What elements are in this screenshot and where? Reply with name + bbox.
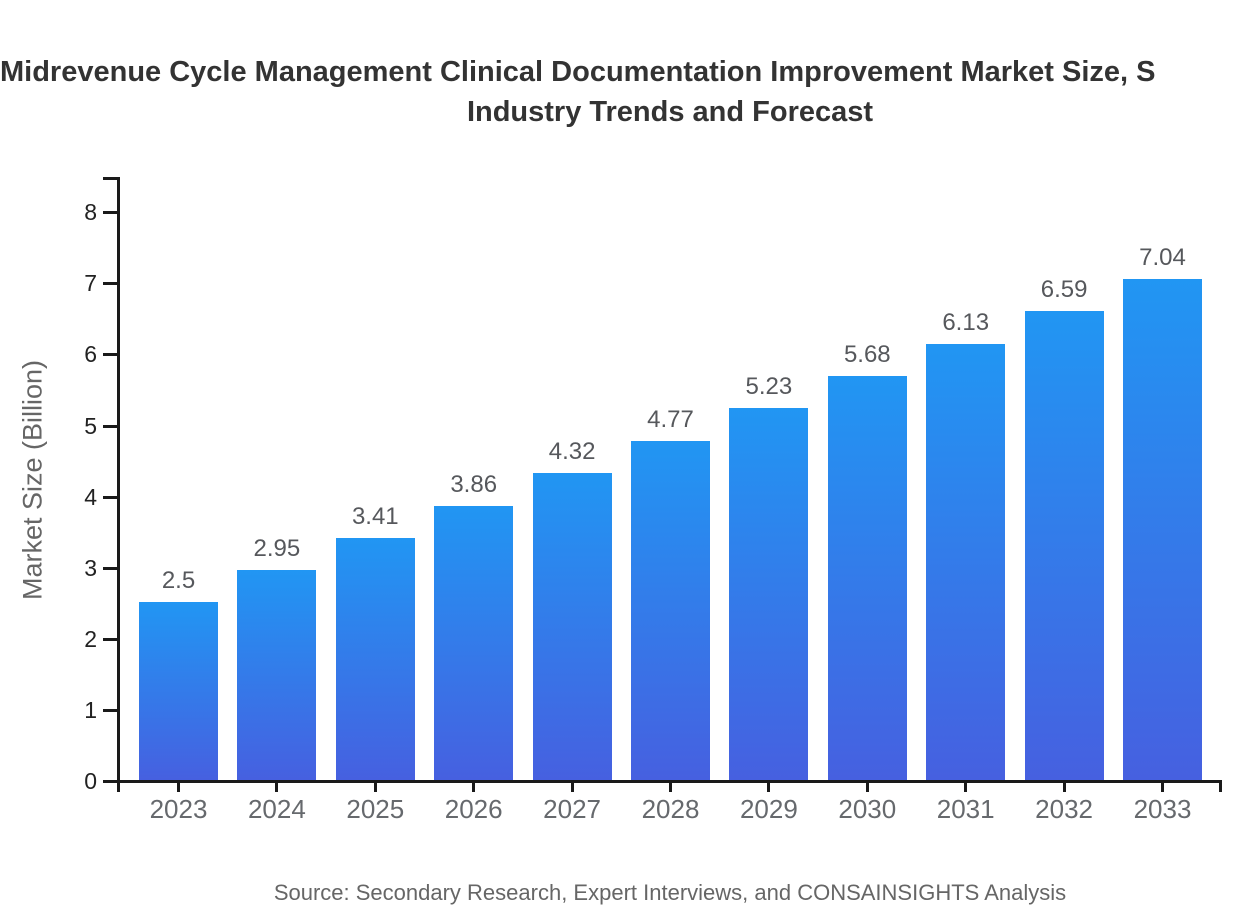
bar-value-label: 5.68: [843, 341, 891, 369]
x-tick-label: 2033: [1133, 794, 1192, 824]
x-tick-label: 2032: [1035, 794, 1094, 824]
bar-2032: [1024, 311, 1104, 780]
x-axis-tick: [570, 783, 574, 792]
source-attribution: Source: Secondary Research, Expert Inter…: [273, 880, 1067, 905]
y-axis-tick: [103, 566, 117, 570]
y-tick-label: 8: [84, 199, 97, 226]
x-tick-label: 2028: [641, 794, 700, 824]
x-axis-tick: [1062, 783, 1066, 792]
x-axis-tick: [865, 783, 869, 792]
y-axis-tick: [103, 282, 117, 286]
y-axis-tick: [103, 424, 117, 428]
bar-2027: [532, 472, 612, 780]
x-tick-label: 2025: [346, 794, 405, 824]
x-tick-label: 2029: [739, 794, 798, 824]
bar-2025: [335, 537, 415, 780]
y-tick-label: 1: [84, 696, 97, 723]
bar-2030: [827, 376, 907, 780]
y-tick-label: 2: [84, 625, 97, 652]
bar-2024: [237, 570, 317, 780]
y-tick-label: 7: [84, 270, 97, 297]
x-tick-label: 2030: [838, 794, 897, 824]
bar-value-label: 2.5: [161, 567, 196, 595]
x-tick-label: 2026: [444, 794, 503, 824]
x-tick-label: 2031: [936, 794, 995, 824]
y-axis-spine: [117, 177, 120, 792]
x-axis-tick: [964, 783, 968, 792]
bar-2029: [729, 408, 809, 780]
y-axis-tick: [103, 637, 117, 641]
x-axis-tick: [275, 783, 279, 792]
x-axis-tick: [373, 783, 377, 792]
y-axis-tick: [103, 495, 117, 499]
x-tick-label: 2024: [247, 794, 306, 824]
bar-2026: [434, 505, 514, 780]
bar-value-label: 6.13: [942, 309, 990, 337]
bar-2023: [139, 602, 218, 780]
bar-2028: [631, 440, 710, 780]
bar-value-label: 3.41: [351, 502, 399, 530]
y-tick-label: 0: [84, 768, 97, 794]
x-axis-tick: [472, 783, 476, 792]
x-tick-label: 2023: [149, 794, 208, 824]
x-tick-label: 2027: [543, 794, 602, 824]
x-axis-tick: [767, 783, 771, 792]
x-axis-tick: [1161, 783, 1164, 792]
bar-value-label: 2.95: [253, 535, 301, 563]
bar-2033: [1123, 279, 1202, 780]
bar-value-label: 5.23: [745, 373, 793, 401]
x-axis-right-cap: [1219, 780, 1222, 792]
y-tick-label: 6: [84, 341, 97, 368]
bar-value-label: 4.32: [548, 437, 596, 465]
y-tick-label: 5: [84, 412, 97, 439]
y-tick-label: 4: [84, 483, 97, 510]
bar-value-label: 7.04: [1139, 244, 1186, 272]
bar-value-label: 4.77: [647, 405, 694, 433]
x-axis-spine: [117, 780, 1222, 783]
y-axis-tick: [103, 780, 117, 783]
x-axis-tick: [669, 783, 672, 792]
bar-2031: [926, 344, 1006, 780]
x-axis-tick: [177, 783, 180, 792]
y-tick-label: 3: [84, 554, 97, 581]
y-axis-top-cap: [103, 177, 120, 180]
y-axis-tick: [103, 353, 117, 357]
y-axis-tick: [103, 708, 117, 712]
bar-value-label: 3.86: [450, 470, 498, 498]
y-axis-tick: [103, 211, 117, 215]
bar-value-label: 6.59: [1040, 276, 1088, 304]
